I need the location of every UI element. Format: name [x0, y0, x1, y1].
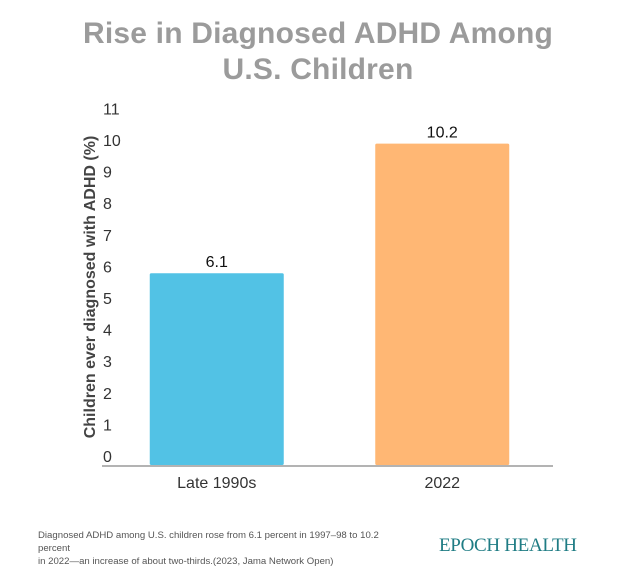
y-tick-label: 3 — [103, 354, 112, 371]
bar-1 — [149, 273, 284, 465]
y-tick-label: 10 — [103, 133, 121, 150]
y-tick-label: 11 — [103, 101, 120, 118]
footer-note-line-2: in 2022—an increase of about two-thirds.… — [38, 556, 334, 567]
y-tick-label: 1 — [103, 417, 112, 434]
y-tick-label: 0 — [103, 449, 112, 466]
x-axis-labels: Late 1990s 2022 — [177, 475, 460, 492]
chart-title: Rise in Diagnosed ADHD Among U.S. Childr… — [0, 16, 636, 88]
data-label: 10.2 — [427, 125, 458, 142]
y-axis-label: Children ever diagnosed with ADHD (%) — [82, 136, 99, 439]
y-axis-ticks: 0 1 2 3 4 5 6 7 8 9 10 11 — [103, 101, 121, 466]
bar-2 — [375, 143, 510, 465]
footer-note-line-1: Diagnosed ADHD among U.S. children rose … — [38, 530, 379, 554]
chart-title-line-2: U.S. Children — [222, 53, 414, 86]
chart-title-line-1: Rise in Diagnosed ADHD Among — [82, 17, 554, 50]
y-tick-label: 2 — [103, 386, 112, 403]
y-tick-label: 4 — [103, 323, 112, 340]
x-tick-label: Late 1990s — [177, 475, 256, 492]
x-tick-label: 2022 — [424, 475, 460, 492]
y-tick-label: 7 — [103, 228, 112, 245]
y-tick-label: 5 — [103, 291, 112, 308]
data-labels: 6.1 10.2 — [206, 125, 458, 272]
data-label: 6.1 — [206, 254, 228, 271]
brand-logo: EPOCH HEALTH — [439, 535, 577, 556]
bars — [149, 143, 510, 465]
y-tick-label: 9 — [103, 165, 112, 182]
y-tick-label: 8 — [103, 196, 112, 213]
y-tick-label: 6 — [103, 259, 112, 276]
footer-note: Diagnosed ADHD among U.S. children rose … — [38, 529, 398, 568]
